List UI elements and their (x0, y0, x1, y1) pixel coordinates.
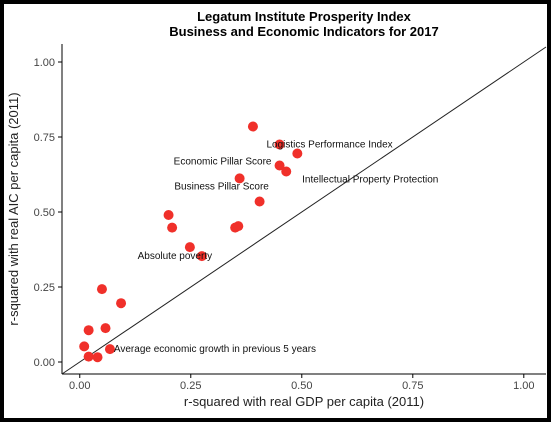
y-tick-label: 0.50 (34, 207, 55, 219)
point-label: Average economic growth in previous 5 ye… (114, 344, 316, 355)
data-point (274, 139, 285, 150)
data-point (116, 298, 127, 309)
ticks: 0.00 0.25 0.50 0.75 1.00 0.00 0.25 0.50 0.75 1.00 (34, 57, 535, 392)
data-point (96, 284, 107, 295)
point-label: Logistics Performance Index (266, 140, 392, 151)
scatter-chart: Legatum Institute Prosperity Index Busin… (6, 9, 547, 409)
data-point (100, 323, 111, 334)
data-point (83, 325, 94, 336)
data-point (167, 222, 178, 233)
point-label: Economic Pillar Score (174, 157, 272, 168)
data-point (92, 352, 103, 363)
x-axis-title: r-squared with real GDP per capita (2011… (184, 394, 424, 409)
data-point (184, 242, 195, 253)
data-point (196, 251, 207, 262)
data-point (281, 166, 292, 177)
reference-line (61, 46, 547, 375)
x-tick-label: 0.75 (402, 380, 423, 392)
y-tick-label: 1.00 (34, 57, 55, 69)
data-point (274, 160, 285, 171)
x-tick-label: 0.50 (291, 380, 312, 392)
data-point (104, 344, 115, 355)
data-point (79, 341, 90, 352)
x-tick-label: 0.25 (180, 380, 201, 392)
point-label: Business Pillar Score (174, 181, 269, 192)
chart-panel: Legatum Institute Prosperity Index Busin… (4, 4, 547, 418)
x-tick-label: 1.00 (513, 380, 534, 392)
x-tick-label: 0.00 (69, 380, 90, 392)
y-tick-label: 0.75 (34, 132, 55, 144)
chart-title: Legatum Institute Prosperity Index (197, 9, 412, 24)
data-point (83, 351, 94, 362)
data-point (234, 173, 245, 184)
chart-subtitle: Business and Economic Indicators for 201… (169, 24, 438, 39)
data-point (163, 210, 174, 220)
data-point (233, 221, 244, 232)
y-axis-title: r-squared with real AIC per capita (2011… (6, 92, 21, 325)
point-label: Absolute poverty (138, 251, 213, 262)
data-point (292, 148, 303, 159)
point-labels: Logistics Performance Index Economic Pill… (114, 140, 438, 356)
axes (61, 44, 546, 375)
y-tick-label: 0.25 (34, 282, 55, 294)
data-points (79, 121, 303, 363)
y-tick-label: 0.00 (34, 357, 55, 369)
data-point (254, 196, 265, 207)
data-point (247, 121, 258, 132)
point-label: Intellectual Property Protection (302, 175, 438, 186)
